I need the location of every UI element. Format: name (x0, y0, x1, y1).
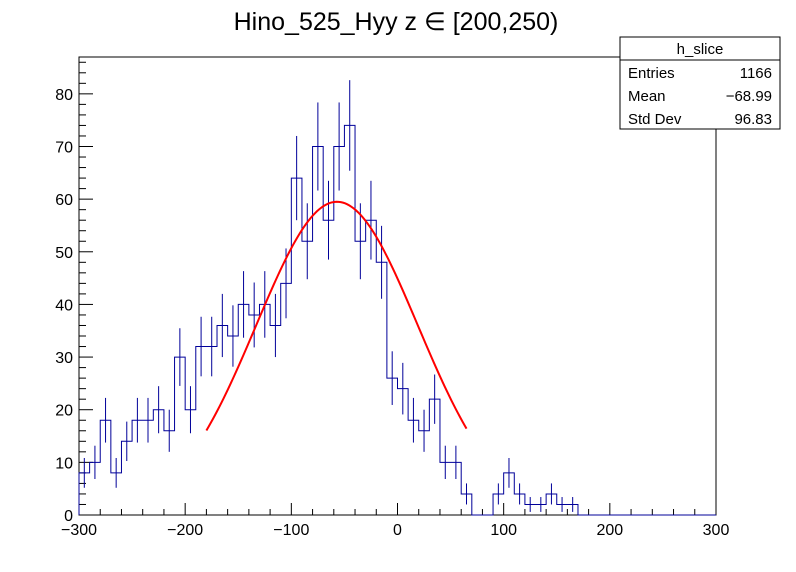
x-tick-label: −200 (167, 522, 203, 539)
y-tick-label: 60 (55, 192, 73, 209)
y-tick-label: 40 (55, 297, 73, 314)
y-tick-label: 20 (55, 403, 73, 420)
stats-box: h_slice Entries 1166 Mean −68.99 Std Dev… (619, 36, 781, 130)
x-axis: −300 −200 −100 0 100 200 300 (61, 503, 729, 539)
gaussian-fit-curve (205, 200, 468, 431)
stats-entries-value: 1166 (740, 65, 772, 82)
chart-title: Hino_525_Hyy z ∈ [200,250) (234, 8, 559, 36)
x-tick-label: 300 (703, 522, 730, 539)
histogram-outline (78, 124, 716, 516)
stats-mean-label: Mean (628, 88, 666, 105)
y-tick-label: 70 (55, 139, 73, 156)
stats-mean-value: −68.99 (726, 88, 772, 105)
stats-stddev-label: Std Dev (628, 111, 682, 128)
y-tick-label: 80 (55, 87, 73, 104)
stats-stddev-value: 96.83 (734, 111, 772, 128)
y-tick-label: 50 (55, 245, 73, 262)
y-tick-label: 10 (55, 455, 73, 472)
stats-entries-label: Entries (628, 65, 675, 82)
x-tick-label: −300 (61, 522, 97, 539)
y-tick-label: 30 (55, 350, 73, 367)
stats-box-title: h_slice (677, 41, 724, 58)
x-tick-label: 200 (596, 522, 623, 539)
y-axis: 0 10 20 30 40 50 60 70 80 (55, 61, 93, 525)
stats-box-frame (619, 36, 781, 130)
x-tick-label: 0 (393, 522, 402, 539)
x-tick-label: 100 (490, 522, 517, 539)
x-tick-label: −100 (273, 522, 309, 539)
y-tick-label: 0 (64, 508, 73, 525)
